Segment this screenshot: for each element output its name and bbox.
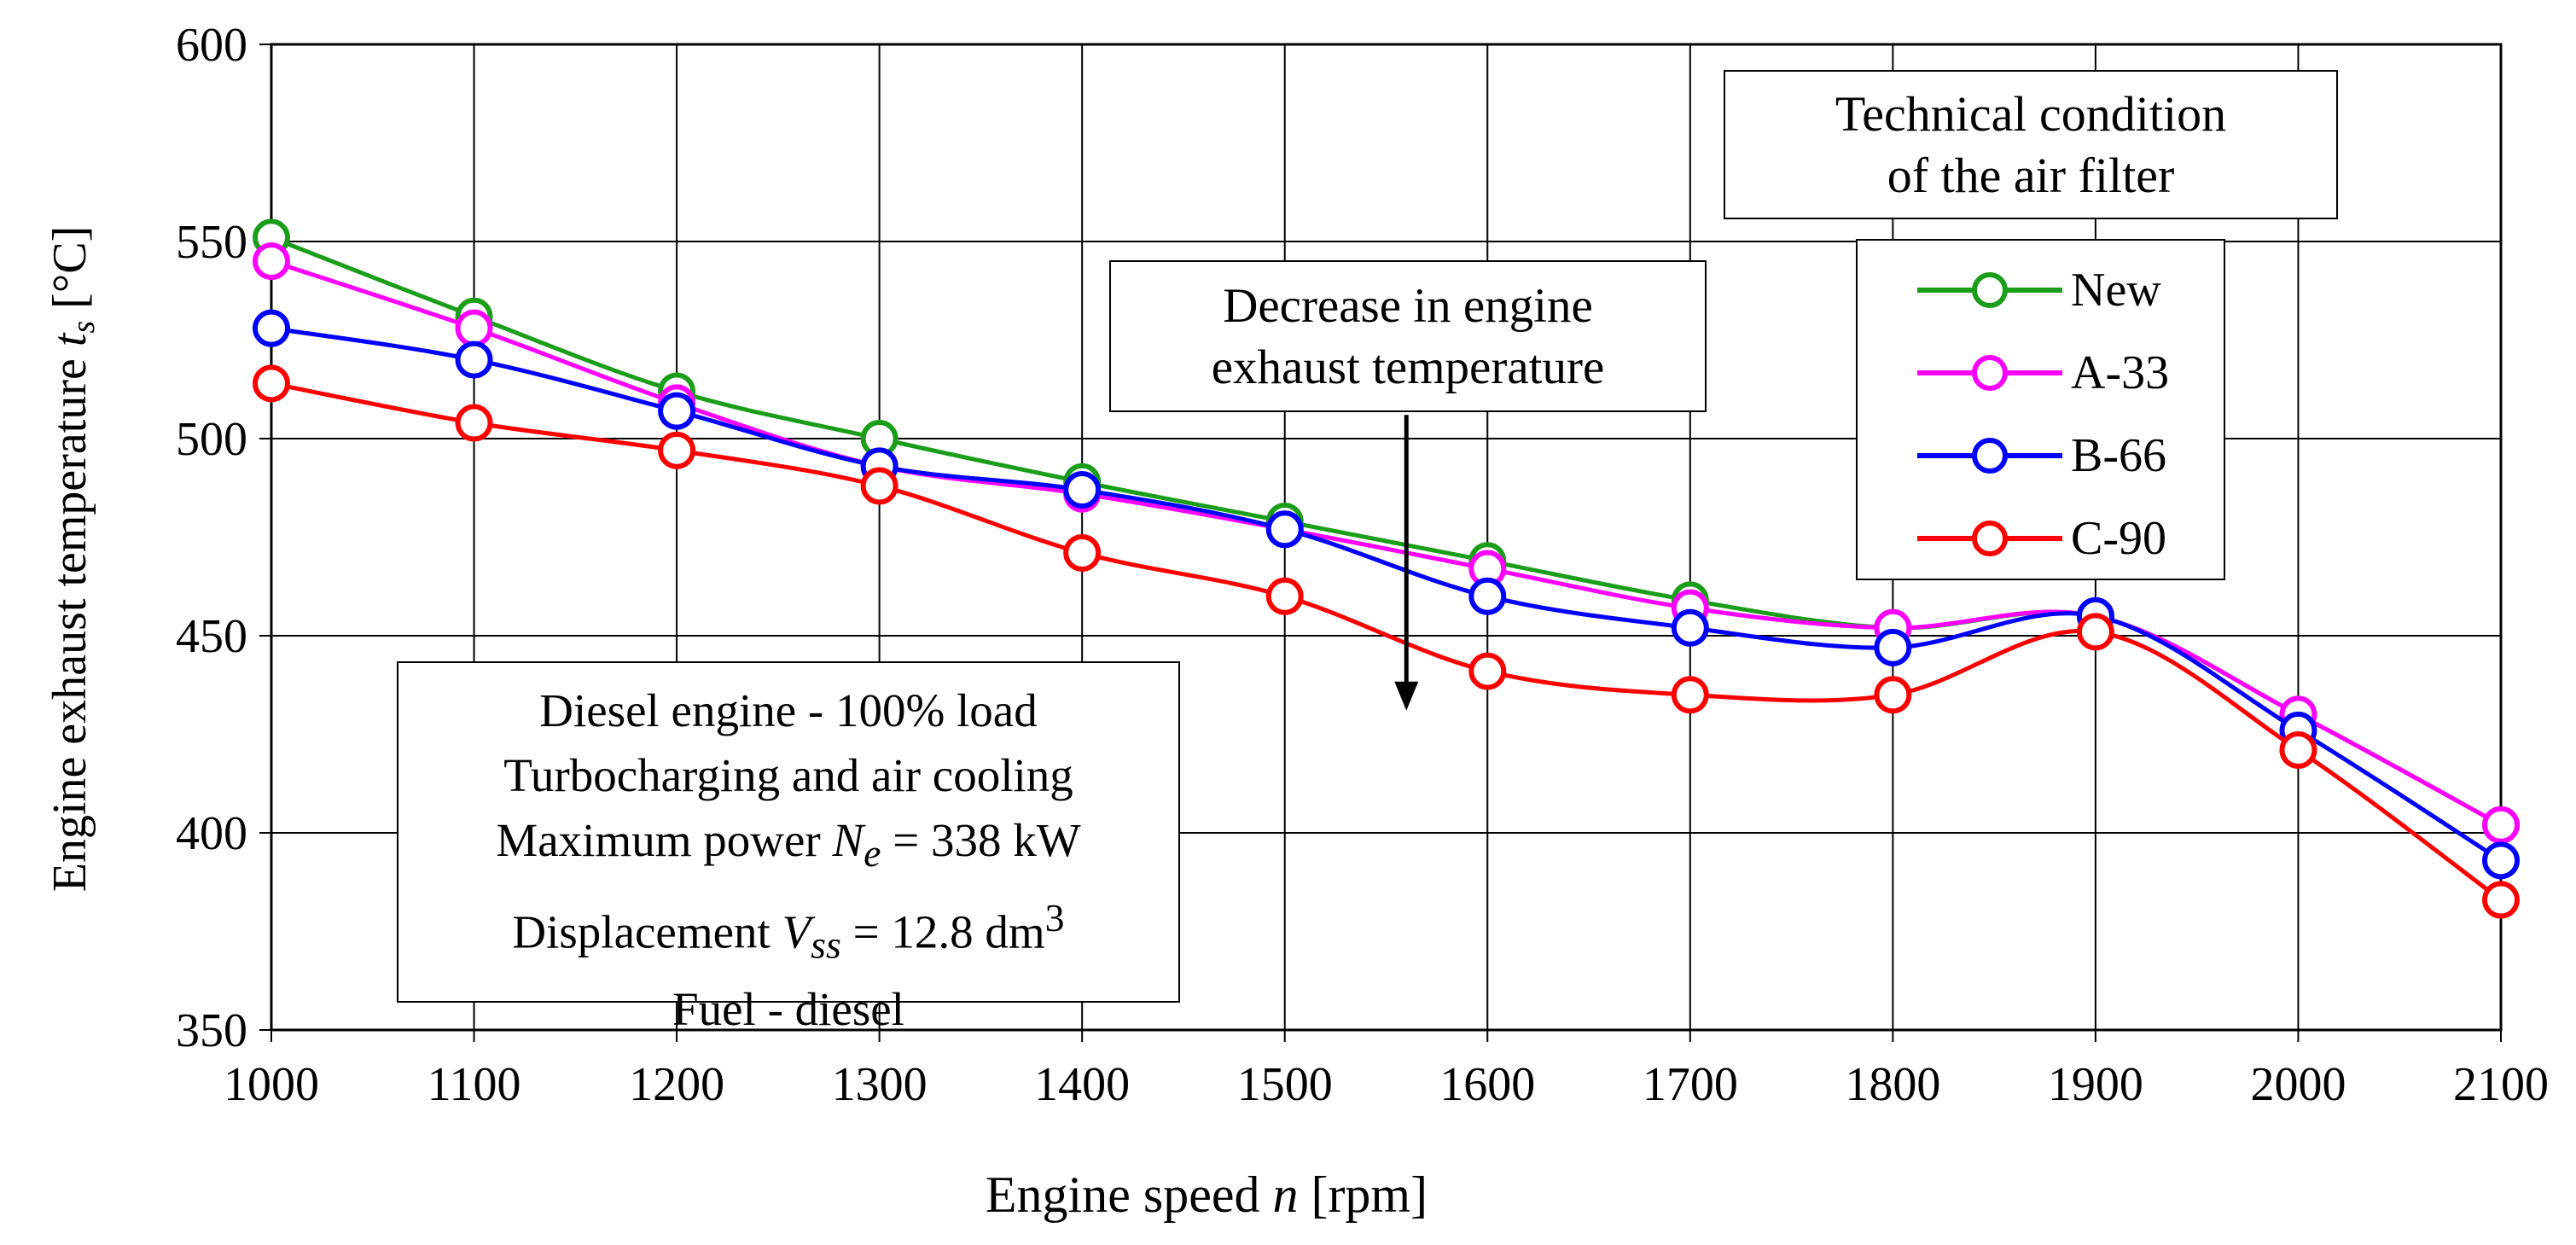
x-tick-label: 1300 <box>832 1058 927 1111</box>
data-point-c90 <box>253 364 290 403</box>
arrow-head <box>1394 681 1419 711</box>
y-tick-label: 500 <box>176 413 247 466</box>
legend-item-c90: C-90 <box>1858 504 2224 573</box>
data-point-c90 <box>1063 533 1102 572</box>
x-tick-label: 2000 <box>2250 1058 2346 1111</box>
series-line-b66 <box>270 326 2503 863</box>
plot-area-frame <box>270 43 2503 1032</box>
legend-swatch-b66 <box>1917 438 2062 474</box>
legend-swatch-a33 <box>1917 355 2062 391</box>
x-tick-label: 1700 <box>1643 1058 1738 1111</box>
data-point-b66 <box>1671 608 1709 647</box>
y-tick-label: 600 <box>176 19 247 72</box>
legend-item-b66: B-66 <box>1858 422 2224 490</box>
legend-swatch-c90 <box>1917 521 2062 556</box>
series-c90 <box>253 364 2520 919</box>
info-line-5: Fuel - diesel <box>672 983 904 1036</box>
data-point-c90 <box>1874 676 1912 714</box>
data-point-b66 <box>253 309 290 347</box>
x-axis-label: Engine speed n [rpm] <box>986 1166 1428 1223</box>
data-point-b66 <box>1063 471 1102 509</box>
annotation-line-2: exhaust temperature <box>1211 340 1605 394</box>
legend-title-box: Technical condition of the air filter <box>1724 70 2338 219</box>
y-tick-label: 550 <box>176 216 247 269</box>
legend-label-b66: B-66 <box>2071 429 2166 482</box>
x-tick-label: 1100 <box>427 1058 521 1111</box>
data-point-b66 <box>2482 841 2520 880</box>
data-point-c90 <box>1671 676 1709 714</box>
x-tick-label: 1200 <box>629 1058 724 1111</box>
legend-title-line-1: Technical condition <box>1835 86 2227 142</box>
legend-title-line-2: of the air filter <box>1887 148 2175 203</box>
data-point-b66 <box>1265 510 1304 549</box>
y-tick-label: 400 <box>176 807 247 860</box>
x-tick-label: 1900 <box>2048 1058 2143 1111</box>
data-point-a33 <box>455 309 493 347</box>
x-tick-label: 1000 <box>224 1058 319 1111</box>
data-point-c90 <box>1468 652 1507 690</box>
x-tick-label: 1800 <box>1845 1058 1940 1111</box>
x-tick-label: 1400 <box>1034 1058 1130 1111</box>
x-tick-label: 2100 <box>2453 1058 2549 1111</box>
annotation-box: Decrease in engine exhaust temperature <box>1109 260 1707 412</box>
data-point-a33 <box>253 242 290 281</box>
y-tick-label: 350 <box>176 1004 247 1057</box>
data-point-b66 <box>658 392 696 430</box>
legend: New A-33 B-66 C-90 <box>1856 239 2225 580</box>
info-line-2: Turbocharging and air cooling <box>503 749 1073 801</box>
data-point-c90 <box>2076 613 2114 651</box>
data-point-c90 <box>2482 881 2520 919</box>
info-line-3: Maximum power Ne = 338 kW <box>496 814 1081 875</box>
data-point-c90 <box>1265 577 1304 615</box>
axis-ticks: 1000 1100 1200 1300 1400 1500 1600 1700 1800 1900… <box>176 19 2549 1111</box>
data-point-a33 <box>2482 806 2520 844</box>
legend-item-a33: A-33 <box>1858 339 2224 407</box>
legend-label-c90: C-90 <box>2071 512 2166 565</box>
legend-label-new: New <box>2071 264 2161 317</box>
x-tick-label: 1600 <box>1439 1058 1535 1111</box>
engine-info-box: Diesel engine - 100% load Turbocharging … <box>397 661 1180 1035</box>
y-axis-label: Engine exhaust temperature ts [°C] <box>44 226 102 892</box>
legend-swatch-new <box>1917 272 2062 308</box>
legend-item-new: New <box>1858 256 2224 324</box>
series-lines <box>253 218 2520 919</box>
data-point-b66 <box>455 340 493 379</box>
data-point-c90 <box>860 467 898 505</box>
annotation-line-1: Decrease in engine <box>1223 279 1593 333</box>
data-point-c90 <box>455 404 493 442</box>
x-tick-label: 1500 <box>1237 1058 1333 1111</box>
data-point-b66 <box>1468 577 1507 615</box>
legend-label-a33: A-33 <box>2071 346 2170 399</box>
data-point-c90 <box>2279 730 2317 769</box>
data-point-c90 <box>658 431 696 469</box>
y-tick-label: 450 <box>176 610 247 663</box>
decrease-arrow <box>1394 415 1419 711</box>
info-line-1: Diesel engine - 100% load <box>539 684 1038 736</box>
info-line-4: Displacement Vss = 12.8 dm3 <box>512 896 1065 967</box>
data-point-b66 <box>1874 628 1912 666</box>
